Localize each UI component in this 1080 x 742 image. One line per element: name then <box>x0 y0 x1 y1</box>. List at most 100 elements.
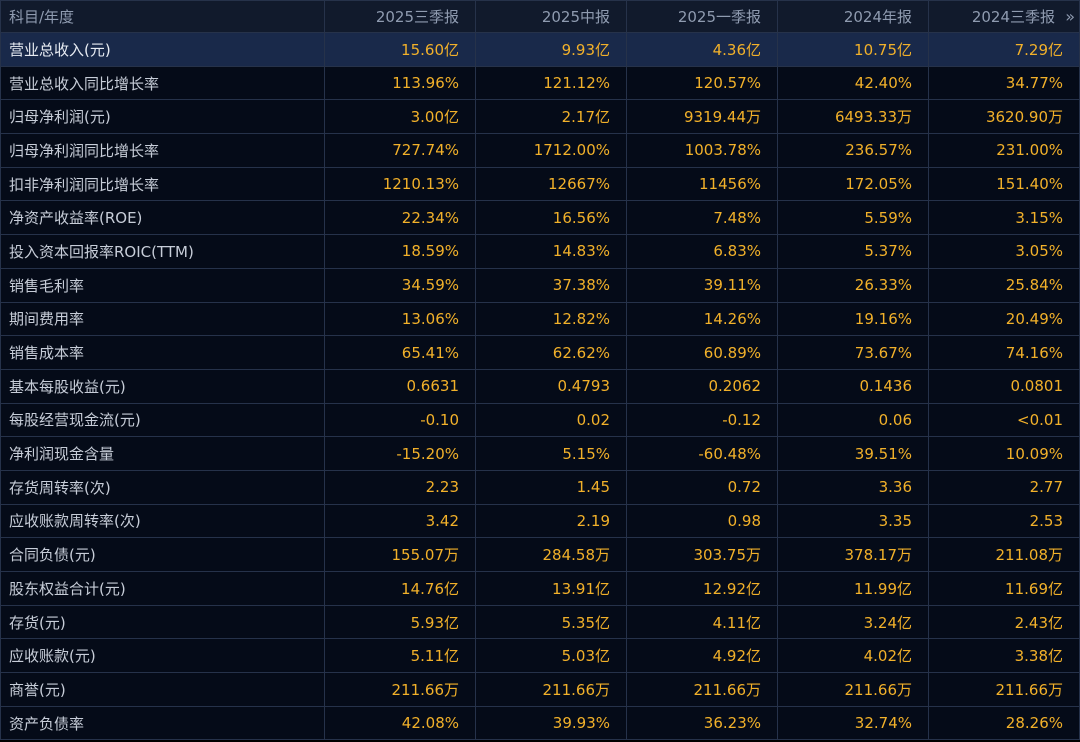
cell-value: 5.11亿 <box>324 638 476 674</box>
header-row: 科目/年度 2025三季报 2025中报 2025一季报 2024年报 2024… <box>0 0 1080 33</box>
cell-value: 5.03亿 <box>475 638 627 674</box>
table-row[interactable]: 资产负债率 42.08% 39.93% 36.23% 32.74% 28.26% <box>0 705 1080 741</box>
cell-value: 11.99亿 <box>777 571 929 606</box>
cell-value: 34.77% <box>928 65 1080 101</box>
cell-value: 28.26% <box>928 705 1080 741</box>
cell-value: 19.16% <box>777 301 929 337</box>
cell-value: 1003.78% <box>626 133 778 168</box>
cell-value: 1712.00% <box>475 133 627 168</box>
row-label: 应收账款周转率(次) <box>0 503 325 539</box>
cell-value: 378.17万 <box>777 537 929 572</box>
table-row[interactable]: 扣非净利润同比增长率 1210.13% 12667% 11456% 172.05% 151… <box>0 166 1080 202</box>
table-row[interactable]: 商誉(元) 211.66万 211.66万 211.66万 211.66万 211.66万 <box>0 672 1080 707</box>
cell-value: 2.17亿 <box>475 99 627 135</box>
cell-value: -60.48% <box>626 436 778 471</box>
table-row[interactable]: 基本每股收益(元) 0.6631 0.4793 0.2062 0.1436 0.0801 <box>0 368 1080 404</box>
row-label: 股东权益合计(元) <box>0 571 325 606</box>
more-columns-icon[interactable]: » <box>1065 7 1075 26</box>
cell-value: 4.11亿 <box>626 604 778 640</box>
cell-value: 211.66万 <box>777 672 929 707</box>
cell-value: 3.24亿 <box>777 604 929 640</box>
cell-value: 14.26% <box>626 301 778 337</box>
cell-value: 211.66万 <box>928 672 1080 707</box>
cell-value: 0.02 <box>475 402 627 438</box>
cell-value: 1210.13% <box>324 166 476 202</box>
table-row[interactable]: 存货周转率(次) 2.23 1.45 0.72 3.36 2.77 <box>0 469 1080 505</box>
period-header[interactable]: 2025中报 <box>475 0 627 33</box>
table-row[interactable]: 归母净利润同比增长率 727.74% 1712.00% 1003.78% 236.57%… <box>0 133 1080 168</box>
row-label: 营业总收入同比增长率 <box>0 65 325 101</box>
table-row[interactable]: 净利润现金含量 -15.20% 5.15% -60.48% 39.51% 10.09% <box>0 436 1080 471</box>
cell-value: 0.72 <box>626 469 778 505</box>
cell-value: 5.35亿 <box>475 604 627 640</box>
cell-value: 3.36 <box>777 469 929 505</box>
row-label: 净资产收益率(ROE) <box>0 200 325 236</box>
table-row[interactable]: 投入资本回报率ROIC(TTM) 18.59% 14.83% 6.83% 5.37% 3.… <box>0 234 1080 269</box>
table-row[interactable]: 应收账款(元) 5.11亿 5.03亿 4.92亿 4.02亿 3.38亿 <box>0 638 1080 674</box>
table-row[interactable]: 净资产收益率(ROE) 22.34% 16.56% 7.48% 5.59% 3.15% <box>0 200 1080 236</box>
cell-value: 9.93亿 <box>475 32 627 67</box>
period-header[interactable]: 2025一季报 <box>626 0 778 33</box>
cell-value: 13.91亿 <box>475 571 627 606</box>
cell-value: 155.07万 <box>324 537 476 572</box>
cell-value: 727.74% <box>324 133 476 168</box>
cell-value: 25.84% <box>928 267 1080 303</box>
table-row[interactable]: 归母净利润(元) 3.00亿 2.17亿 9319.44万 6493.33万 3620.9… <box>0 99 1080 135</box>
period-header[interactable]: 2024年报 <box>777 0 929 33</box>
table-row[interactable]: 营业总收入同比增长率 113.96% 121.12% 120.57% 42.40% 34.… <box>0 65 1080 101</box>
table-row[interactable]: 销售成本率 65.41% 62.62% 60.89% 73.67% 74.16% <box>0 335 1080 370</box>
row-label: 扣非净利润同比增长率 <box>0 166 325 202</box>
cell-value: <0.01 <box>928 402 1080 438</box>
cell-value: 10.09% <box>928 436 1080 471</box>
cell-value: 0.4793 <box>475 368 627 404</box>
cell-value: 42.40% <box>777 65 929 101</box>
cell-value: 3.05% <box>928 234 1080 269</box>
row-label: 基本每股收益(元) <box>0 368 325 404</box>
period-header-label: 2024三季报 <box>971 8 1055 26</box>
cell-value: 65.41% <box>324 335 476 370</box>
cell-value: 7.29亿 <box>928 32 1080 67</box>
cell-value: 231.00% <box>928 133 1080 168</box>
row-label: 销售成本率 <box>0 335 325 370</box>
row-label: 期间费用率 <box>0 301 325 337</box>
cell-value: 39.93% <box>475 705 627 741</box>
table-row[interactable]: 存货(元) 5.93亿 5.35亿 4.11亿 3.24亿 2.43亿 <box>0 604 1080 640</box>
table-row[interactable]: 期间费用率 13.06% 12.82% 14.26% 19.16% 20.49% <box>0 301 1080 337</box>
cell-value: 4.92亿 <box>626 638 778 674</box>
cell-value: 236.57% <box>777 133 929 168</box>
cell-value: 7.48% <box>626 200 778 236</box>
cell-value: 6.83% <box>626 234 778 269</box>
cell-value: 303.75万 <box>626 537 778 572</box>
cell-value: 211.66万 <box>324 672 476 707</box>
cell-value: 172.05% <box>777 166 929 202</box>
table-row[interactable]: 营业总收入(元) 15.60亿 9.93亿 4.36亿 10.75亿 7.29亿 <box>0 32 1080 67</box>
period-header[interactable]: 2024三季报 » <box>928 0 1080 33</box>
cell-value: 151.40% <box>928 166 1080 202</box>
table-row[interactable]: 销售毛利率 34.59% 37.38% 39.11% 26.33% 25.84% <box>0 267 1080 303</box>
cell-value: 5.15% <box>475 436 627 471</box>
cell-value: 42.08% <box>324 705 476 741</box>
cell-value: 10.75亿 <box>777 32 929 67</box>
row-label: 销售毛利率 <box>0 267 325 303</box>
cell-value: 0.06 <box>777 402 929 438</box>
cell-value: -0.10 <box>324 402 476 438</box>
cell-value: 0.2062 <box>626 368 778 404</box>
table-row[interactable]: 股东权益合计(元) 14.76亿 13.91亿 12.92亿 11.99亿 11.69亿 <box>0 571 1080 606</box>
row-label: 资产负债率 <box>0 705 325 741</box>
cell-value: 120.57% <box>626 65 778 101</box>
cell-value: 74.16% <box>928 335 1080 370</box>
cell-value: 0.6631 <box>324 368 476 404</box>
header-label: 科目/年度 <box>0 0 325 33</box>
table-row[interactable]: 合同负债(元) 155.07万 284.58万 303.75万 378.17万 211.0… <box>0 537 1080 572</box>
cell-value: 60.89% <box>626 335 778 370</box>
cell-value: 211.08万 <box>928 537 1080 572</box>
table-row[interactable]: 应收账款周转率(次) 3.42 2.19 0.98 3.35 2.53 <box>0 503 1080 539</box>
table-row[interactable]: 每股经营现金流(元) -0.10 0.02 -0.12 0.06 <0.01 <box>0 402 1080 438</box>
cell-value: 12.92亿 <box>626 571 778 606</box>
cell-value: 4.36亿 <box>626 32 778 67</box>
period-header[interactable]: 2025三季报 <box>324 0 476 33</box>
row-label: 商誉(元) <box>0 672 325 707</box>
cell-value: 211.66万 <box>475 672 627 707</box>
cell-value: 39.11% <box>626 267 778 303</box>
